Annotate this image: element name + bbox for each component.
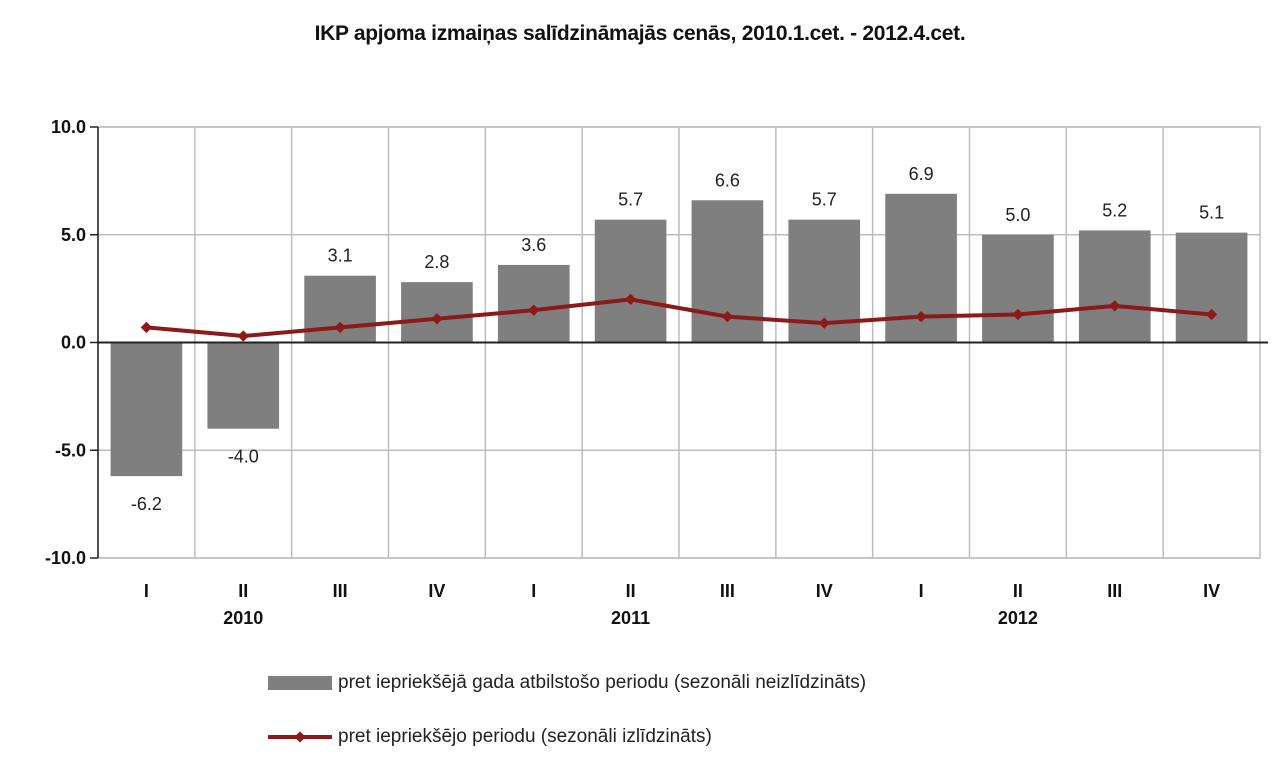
x-year-label: 2010 [223,608,263,628]
x-tick-label: I [144,581,149,601]
x-tick-label: I [919,581,924,601]
legend-item-bars: pret iepriekšējā gada atbilstošo periodu… [268,668,866,698]
axes [90,126,1268,559]
x-year-label: 2011 [611,608,650,628]
chart-title: IKP apjoma izmaiņas salīdzināmajās cenās… [314,22,966,45]
bar-data-label: 5.0 [1005,205,1030,225]
line-point [237,330,249,342]
line-point [431,313,443,325]
x-tick-label: IV [428,581,445,601]
bar-data-label: 3.6 [521,235,546,255]
bar [1078,230,1151,343]
bar [1175,232,1248,343]
line-point [624,293,637,306]
bar-data-label: -6.2 [131,494,162,514]
line-point [1205,308,1218,321]
bar [207,342,280,429]
legend-item-line: pret iepriekšējo periodu (sezonāli izlīd… [268,722,866,752]
line-point [334,321,346,334]
x-tick-label: III [1107,581,1122,601]
bar-data-label: 5.2 [1102,200,1127,220]
bar-data-label: 6.6 [715,170,740,190]
y-tick-label: 5.0 [61,225,86,245]
line-point [528,304,540,316]
x-tick-label: II [626,581,636,601]
y-tick-label: -5.0 [55,440,86,460]
x-year-label: 2012 [998,608,1038,628]
x-tick-label: III [333,581,348,601]
y-tick-label: 10.0 [51,117,86,137]
bar-data-label: 3.1 [328,246,353,266]
legend-swatch-line [268,730,332,744]
line-point [1109,300,1121,312]
legend-swatch-bar [268,676,332,690]
bar [594,219,667,343]
bar-data-label: 2.8 [424,252,449,272]
line-point [140,321,153,334]
y-tick-label: -10.0 [45,548,86,568]
x-tick-label: II [1013,581,1023,601]
bar-data-label: 5.7 [618,190,643,210]
legend-label-bars: pret iepriekšējā gada atbilstošo periodu… [338,672,867,693]
labels: 10.0 5.0 0.0 -5.0 -10.0 -6.2 -4.0 3.1 2.8 3.6 5.7 6… [45,117,1224,628]
x-tick-label: II [238,581,248,601]
bar-data-label: -4.0 [228,447,259,467]
legend-label-line: pret iepriekšējo periodu (sezonāli izlīd… [338,726,712,747]
line-path [146,297,1212,339]
bar-data-label: 5.7 [812,190,837,210]
bar-data-label: 5.1 [1199,203,1224,223]
legend: pret iepriekšējā gada atbilstošo periodu… [268,668,866,752]
line-series [140,293,1218,342]
line-point [915,310,927,323]
x-tick-label: IV [1203,581,1220,601]
line-point [818,317,830,329]
line-point [721,310,734,323]
y-tick-label: 0.0 [61,333,86,353]
bar [982,234,1054,343]
bar-data-label: 6.9 [909,164,934,184]
x-tick-label: III [720,581,735,601]
x-tick-label: IV [816,581,833,601]
bar [497,264,570,343]
x-tick-label: I [531,581,536,601]
line-point [1012,308,1024,321]
bar [401,282,473,343]
bar [110,342,183,477]
